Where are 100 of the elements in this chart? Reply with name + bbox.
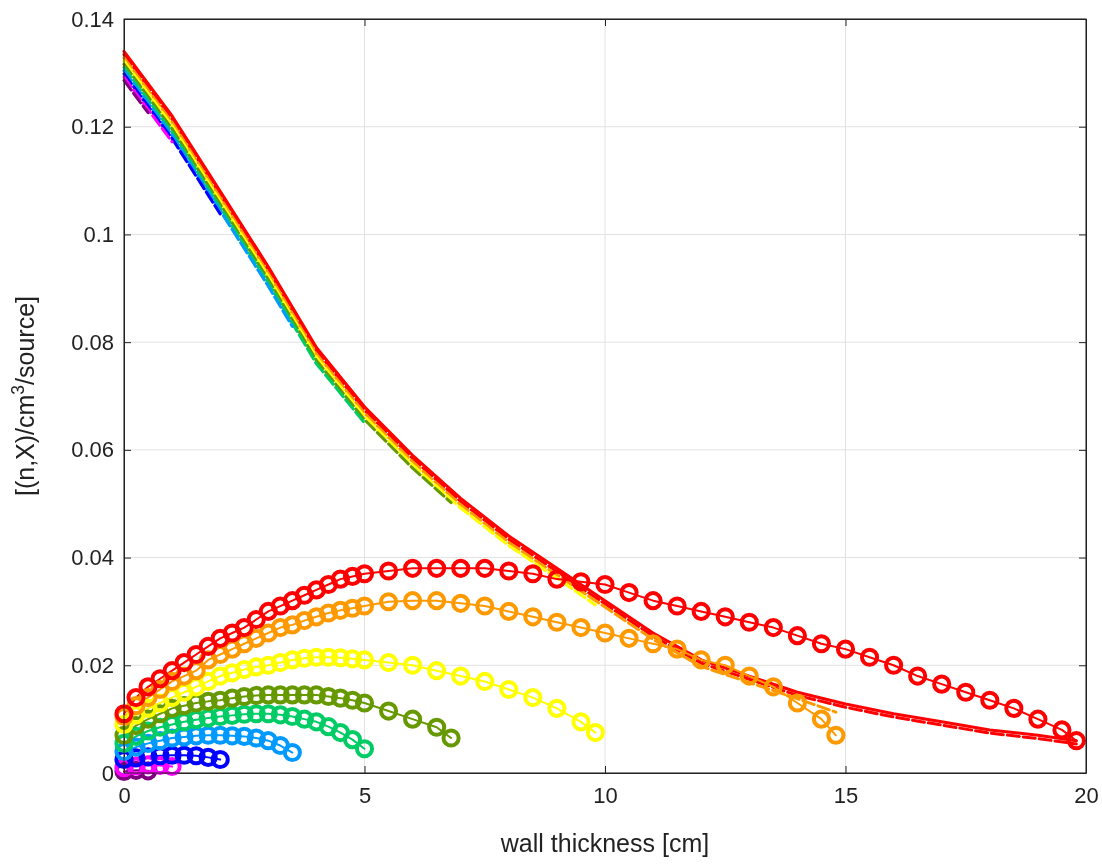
- point: [222, 705, 242, 725]
- point: [270, 685, 290, 705]
- point: [186, 644, 206, 665]
- point: [246, 628, 266, 648]
- point: [174, 653, 194, 673]
- point: [222, 663, 242, 683]
- point: [258, 601, 278, 621]
- line-series: [122, 65, 366, 425]
- point: [210, 690, 230, 710]
- line-series: [122, 59, 597, 607]
- y-tick-label: 0.14: [71, 6, 114, 32]
- point: [330, 688, 351, 708]
- point: [499, 561, 519, 581]
- y-tick-label: 0.02: [71, 652, 114, 678]
- point: [643, 634, 663, 654]
- x-tick-label: 15: [833, 782, 859, 808]
- point: [258, 704, 278, 724]
- point: [884, 655, 904, 675]
- point: [126, 688, 146, 708]
- point: [826, 725, 846, 745]
- point: [427, 717, 447, 737]
- point: [787, 626, 807, 646]
- point: [835, 639, 856, 659]
- point: [246, 609, 266, 630]
- point: [342, 690, 363, 710]
- point: [475, 558, 495, 578]
- point: [451, 593, 471, 613]
- y-tick-label: 0.06: [71, 437, 114, 463]
- point: [595, 623, 615, 643]
- point: [354, 693, 375, 713]
- point: [571, 712, 591, 732]
- point: [306, 712, 326, 732]
- point: [306, 607, 326, 627]
- point: [547, 698, 567, 718]
- point: [222, 726, 242, 746]
- point: [475, 671, 495, 691]
- point: [330, 723, 351, 743]
- point: [198, 671, 218, 691]
- point: [378, 592, 399, 612]
- point: [547, 569, 567, 589]
- point: [258, 655, 278, 675]
- point: [499, 601, 519, 621]
- line-series: [122, 69, 294, 329]
- x-tick-label: 10: [593, 782, 618, 808]
- point: [210, 666, 230, 686]
- point: [427, 661, 447, 681]
- point: [763, 677, 783, 697]
- point: [234, 726, 254, 746]
- point: [354, 564, 375, 584]
- point: [150, 669, 170, 689]
- point: [956, 682, 976, 702]
- y-tick-label: 0.12: [71, 114, 114, 140]
- point: [547, 612, 567, 632]
- point: [210, 628, 230, 648]
- point: [451, 558, 471, 578]
- point: [342, 598, 363, 618]
- point: [859, 647, 880, 667]
- point: [258, 731, 278, 751]
- point: [306, 580, 326, 600]
- y-tick-label: 0.04: [71, 545, 114, 571]
- point: [715, 607, 735, 627]
- point: [354, 650, 375, 670]
- point: [330, 600, 351, 620]
- point: [571, 618, 591, 638]
- point: [186, 710, 206, 730]
- point: [270, 596, 290, 616]
- point: [1004, 698, 1024, 718]
- point: [282, 615, 302, 635]
- point: [523, 564, 543, 584]
- point: [619, 583, 639, 603]
- point: [258, 685, 278, 705]
- point: [691, 650, 711, 670]
- point: [667, 639, 687, 659]
- point: [342, 649, 363, 669]
- point: [198, 636, 218, 656]
- point: [162, 661, 182, 681]
- point: [475, 596, 495, 616]
- point: [1052, 720, 1072, 740]
- point: [330, 648, 351, 668]
- point: [198, 708, 218, 728]
- point: [234, 660, 254, 680]
- point: [318, 603, 338, 623]
- point: [318, 647, 338, 667]
- point: [210, 725, 230, 745]
- point: [667, 596, 687, 616]
- point: [378, 701, 399, 721]
- point: [270, 653, 290, 673]
- point: [198, 691, 218, 711]
- point: [234, 618, 254, 638]
- point: [294, 709, 314, 729]
- point: [403, 709, 423, 729]
- point: [342, 730, 363, 750]
- point: [571, 572, 591, 592]
- point: [378, 653, 399, 673]
- x-axis-title: wall thickness [cm]: [499, 829, 710, 857]
- point: [739, 612, 759, 632]
- point: [138, 677, 158, 697]
- point: [294, 685, 314, 705]
- point: [619, 628, 639, 648]
- point: [294, 611, 314, 631]
